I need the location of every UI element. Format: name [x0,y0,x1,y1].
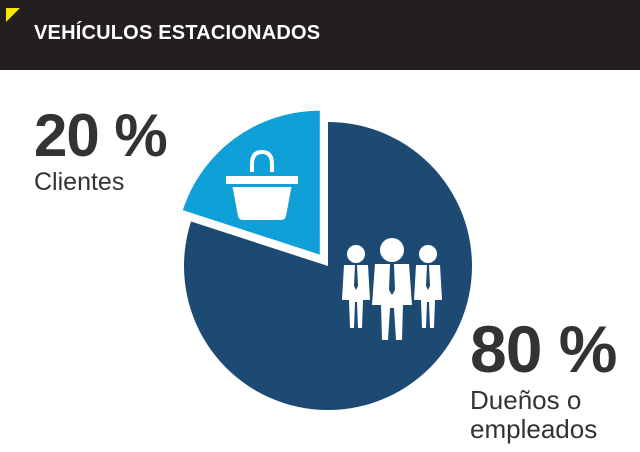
percentage-clientes: 20 % [34,102,168,169]
header-bar: VEHÍCULOS ESTACIONADOS [0,0,640,70]
shopping-bag-icon [226,149,298,220]
corner-triangle-icon [6,8,20,22]
label-clientes: Clientes [34,168,125,196]
label-duenos: Dueños o empleados [470,385,598,444]
people-icon [342,238,442,340]
percentage-duenos: 80 % [470,312,617,386]
chart-title: VEHÍCULOS ESTACIONADOS [34,22,321,44]
